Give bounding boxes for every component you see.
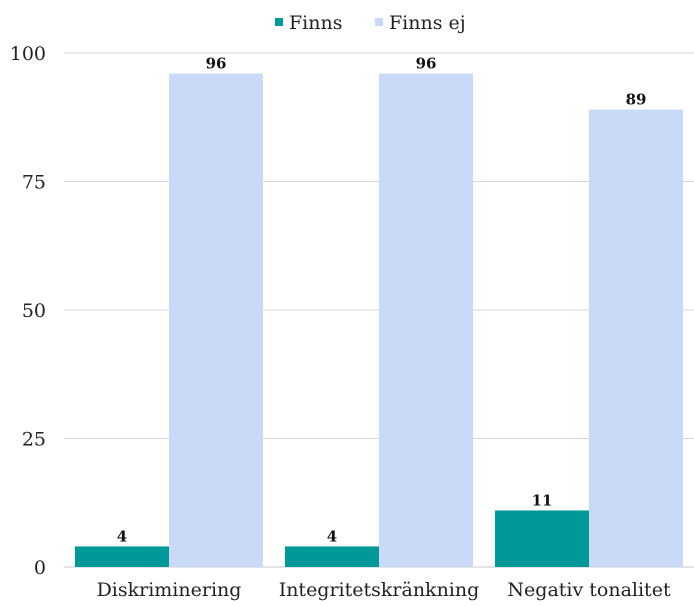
legend-label-finns-ej: Finns ej (389, 12, 466, 34)
bar-finns-diskriminering (75, 546, 169, 567)
x-tick-label-diskriminering: Diskriminering (97, 579, 242, 601)
legend-label-finns: Finns (289, 12, 342, 34)
data-label-finns-integritetskränkning: 4 (327, 527, 337, 545)
x-tick-label-negativ tonalitet: Negativ tonalitet (507, 579, 671, 601)
bar-finns-ej-negativ tonalitet (589, 109, 683, 567)
legend: Finns Finns ej (275, 12, 466, 34)
data-label-finns-ej-negativ tonalitet: 89 (626, 91, 647, 109)
legend-swatch-finns (275, 18, 283, 26)
x-tick-label-integritetskränkning: Integritetskränkning (279, 579, 480, 601)
y-tick-label-0: 0 (34, 557, 46, 579)
bar-finns-negativ tonalitet (495, 510, 589, 567)
data-labels: 4 96 4 96 11 89 (117, 55, 647, 546)
y-tick-label-25: 25 (22, 429, 46, 451)
data-label-finns-ej-integritetskränkning: 96 (416, 55, 437, 73)
data-label-finns-negativ tonalitet: 11 (532, 491, 553, 509)
y-tick-label-50: 50 (22, 300, 46, 322)
legend-swatch-finns-ej (375, 18, 383, 26)
bars (75, 73, 683, 567)
bar-finns-ej-integritetskränkning (379, 73, 473, 567)
bar-finns-ej-diskriminering (169, 73, 263, 567)
x-axis: Diskriminering Integritetskränkning Negati… (97, 579, 671, 601)
data-label-finns-diskriminering: 4 (117, 527, 127, 545)
bar-finns-integritetskränkning (285, 546, 379, 567)
data-label-finns-ej-diskriminering: 96 (206, 55, 227, 73)
y-tick-label-100: 100 (10, 43, 46, 65)
y-tick-label-75: 75 (22, 172, 46, 194)
y-axis: 0 25 50 75 100 (10, 43, 46, 579)
